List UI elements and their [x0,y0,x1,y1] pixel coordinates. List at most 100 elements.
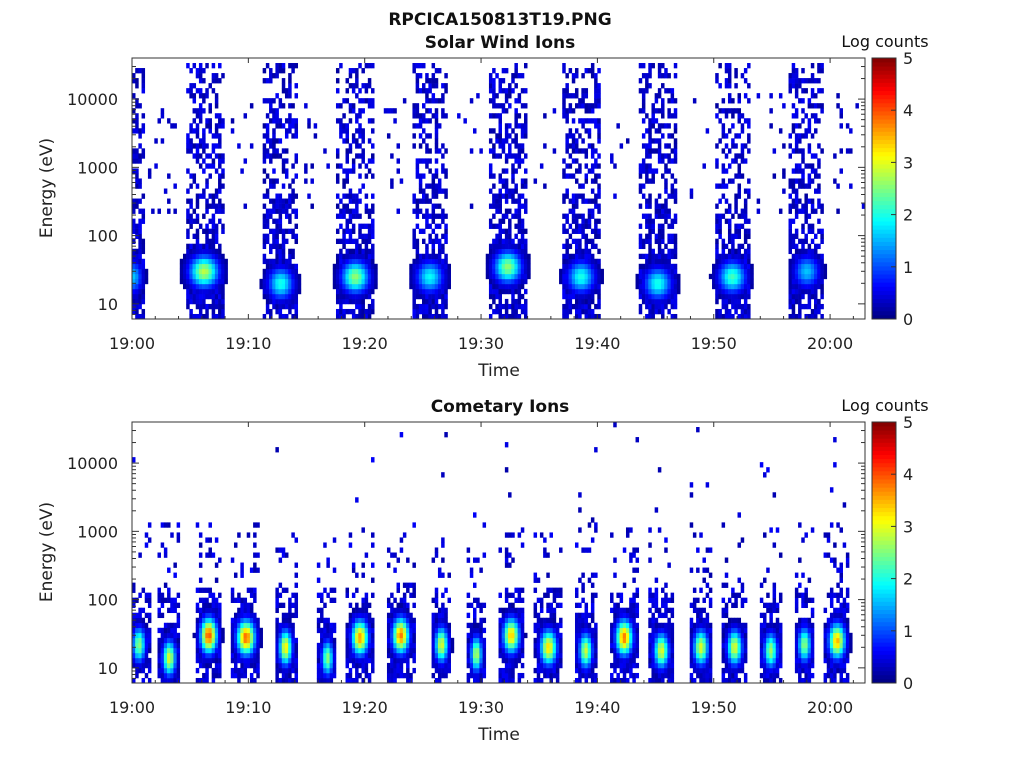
heatmap-cell [371,98,375,104]
heatmap-cell [504,642,509,649]
heatmap-cell [562,293,566,300]
heatmap-cell [371,268,375,275]
heatmap-cell [664,293,668,300]
heatmap-cell [351,652,356,659]
heatmap-cell [198,288,203,295]
heatmap-cell [173,632,177,639]
heatmap-cell [524,238,528,245]
heatmap-cell [638,168,643,174]
heatmap-cell [345,193,350,199]
heatmap-cell [195,677,200,684]
heatmap-cell [434,118,439,124]
heatmap-cell [705,128,710,134]
heatmap-cell [444,617,448,624]
heatmap-cell [211,597,216,603]
heatmap-cell [269,103,273,109]
heatmap-cell [332,273,337,280]
heatmap-cell [587,288,592,295]
heatmap-cell [747,268,751,275]
heatmap-cell [731,258,735,265]
heatmap-cell [584,198,589,204]
heatmap-cell [358,153,362,159]
heatmap-cell [390,662,394,669]
heatmap-cell [807,298,812,305]
heatmap-cell [839,168,843,174]
heatmap-cell [651,278,655,285]
heatmap-cell [520,178,525,184]
heatmap-cell [511,642,515,649]
heatmap-cell [288,642,292,649]
heatmap-cell [361,562,365,568]
heatmap-cell [428,223,432,229]
heatmap-cell [342,233,346,239]
heatmap-cell [214,98,219,104]
heatmap-cell [670,113,675,119]
heatmap-cell [578,228,582,234]
heatmap-cell [345,662,350,669]
heatmap-cell [342,273,346,280]
heatmap-cell [288,667,292,674]
heatmap-cell [501,78,506,84]
heatmap-cell [288,93,292,99]
heatmap-cell [233,652,238,659]
heatmap-cell [520,73,525,79]
heatmap-cell [316,627,321,634]
heatmap-cell [791,258,796,265]
heatmap-cell [444,213,448,219]
heatmap-cell [132,258,136,265]
heatmap-cell [794,233,799,239]
heatmap-cell [371,193,375,199]
heatmap-cell [524,118,528,124]
heatmap-cell [517,532,522,538]
heatmap-cell [243,662,248,669]
heatmap-cell [358,632,362,639]
heatmap-cell [514,263,518,270]
heatmap-cell [791,198,796,204]
heatmap-cell [214,268,219,275]
heatmap-cell [501,672,506,679]
heatmap-cell [170,667,174,674]
heatmap-cell [402,637,407,644]
heatmap-cell [195,128,200,134]
heatmap-cell [198,88,203,94]
heatmap-cell [488,113,493,119]
heatmap-cell [664,303,668,310]
colorbar-segment [872,111,896,116]
heatmap-cell [345,293,350,300]
colorbar-segment [872,123,896,128]
heatmap-cell [195,88,200,94]
heatmap-cell [288,218,292,224]
heatmap-cell [135,278,139,285]
heatmap-cell [294,263,299,270]
heatmap-cell [498,203,502,209]
heatmap-cell [358,622,362,629]
heatmap-cell [673,263,678,270]
heatmap-cell [195,278,200,285]
heatmap-cell [565,293,569,300]
heatmap-cell [284,637,289,644]
heatmap-cell [587,208,592,214]
heatmap-cell [428,183,432,189]
heatmap-cell [670,218,675,224]
heatmap-cell [288,617,292,624]
heatmap-cell [141,632,146,639]
x-axis-label: Time [477,361,520,381]
heatmap-cell [495,283,499,290]
heatmap-cell [788,143,792,149]
heatmap-cell [396,642,401,649]
heatmap-cell [810,88,815,94]
heatmap-cell [386,662,391,669]
heatmap-cell [817,158,821,164]
heatmap-cell [734,133,738,139]
heatmap-cell [272,288,276,295]
heatmap-cell [202,133,206,139]
heatmap-cell [418,228,423,234]
heatmap-cell [431,647,436,654]
heatmap-cell [214,667,219,674]
heatmap-cell [737,228,742,234]
colorbar-segment [872,257,896,263]
heatmap-cell [428,303,432,310]
heatmap-cell [415,248,420,255]
heatmap-cell [791,293,796,300]
heatmap-cell [437,178,442,184]
